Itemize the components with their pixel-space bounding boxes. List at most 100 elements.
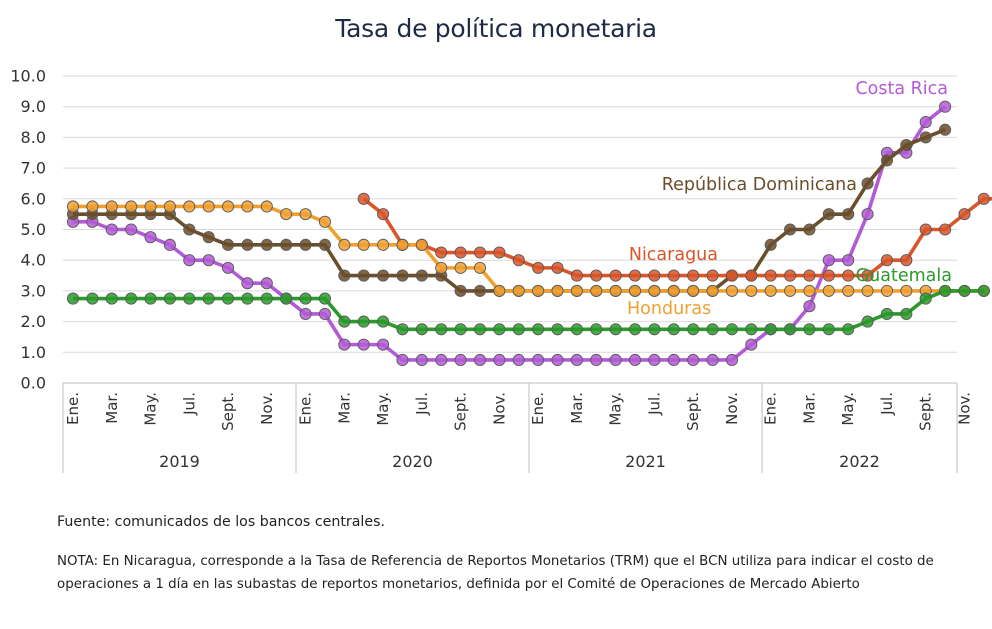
y-tick-label: 6.0: [21, 189, 46, 208]
data-point: [221, 261, 235, 274]
series-label-nicaragua: Nicaragua: [629, 245, 718, 265]
data-point: [377, 208, 390, 221]
data-point: [221, 238, 235, 251]
data-point: [880, 284, 894, 297]
line-chart: 0.0 1.0 2.0 3.0 4.0 5.0 6.0 7.0 8.0 9.0 10.0 Ene. M…: [10, 67, 992, 473]
data-point: [648, 353, 661, 367]
data-point: [280, 208, 293, 221]
data-point: [202, 254, 215, 267]
data-point: [144, 200, 157, 213]
x-tick-label: Mar.: [800, 392, 818, 424]
data-point: [628, 269, 642, 282]
x-tick-label: Ene.: [529, 392, 547, 425]
y-axis: 0.0 1.0 2.0 3.0 4.0 5.0 6.0 7.0 8.0 9.0 10.0: [10, 67, 46, 393]
data-point: [260, 200, 273, 213]
series-honduras: [66, 200, 990, 297]
data-point: [958, 208, 971, 221]
data-point: [318, 215, 331, 228]
data-point: [842, 284, 855, 297]
data-point: [900, 307, 913, 320]
data-point: [241, 277, 254, 290]
data-point: [745, 269, 758, 282]
data-point: [473, 284, 487, 297]
data-point: [532, 353, 545, 367]
data-point: [415, 269, 428, 282]
data-point: [803, 284, 816, 297]
data-point: [764, 284, 777, 297]
data-point: [357, 315, 370, 328]
data-point: [163, 292, 176, 305]
data-point: [822, 208, 835, 221]
x-tick-label: Ene.: [762, 392, 780, 425]
data-point: [687, 284, 700, 297]
data-point: [667, 323, 680, 336]
x-tick-label: May.: [142, 392, 160, 426]
data-point: [435, 261, 448, 274]
data-point: [454, 323, 467, 336]
data-point: [706, 323, 719, 336]
data-point: [202, 292, 215, 305]
data-point: [435, 246, 448, 259]
data-point: [919, 131, 932, 144]
data-point: [435, 323, 448, 336]
data-point: [202, 231, 215, 244]
y-tick-label: 1.0: [21, 343, 46, 362]
x-tick-label: Sept.: [917, 392, 935, 431]
data-point: [977, 192, 990, 205]
data-point: [900, 254, 913, 267]
data-point: [299, 292, 312, 305]
data-point: [609, 353, 622, 367]
data-point: [125, 292, 138, 305]
year-label: 2020: [392, 452, 433, 471]
data-point: [473, 246, 487, 259]
x-tick-label: May.: [839, 392, 857, 426]
data-point: [125, 200, 138, 213]
data-point: [687, 323, 700, 336]
data-point: [725, 269, 738, 282]
data-point: [861, 208, 874, 221]
year-label: 2022: [839, 452, 880, 471]
methodology-note: NOTA: En Nicaragua, corresponde a la Tas…: [57, 554, 934, 592]
data-point: [648, 269, 661, 282]
data-point: [144, 231, 157, 244]
data-point: [784, 223, 797, 236]
x-tick-label: Jul.: [878, 392, 896, 416]
x-tick-label: Jul.: [180, 392, 198, 416]
data-point: [628, 284, 642, 297]
data-point: [357, 238, 370, 251]
data-point: [66, 200, 80, 213]
data-point: [667, 284, 680, 297]
data-point: [784, 323, 797, 336]
data-point: [396, 323, 409, 336]
data-point: [861, 284, 874, 297]
data-point: [183, 292, 196, 305]
data-point: [803, 300, 816, 313]
data-point: [454, 353, 467, 367]
data-point: [861, 177, 874, 190]
data-point: [628, 353, 642, 367]
data-point: [784, 269, 797, 282]
x-tick-label: Nov.: [490, 392, 508, 425]
data-point: [338, 338, 351, 351]
data-point: [183, 223, 196, 236]
data-point: [919, 223, 932, 236]
data-point: [338, 269, 351, 282]
series-label-costa-rica: Costa Rica: [855, 79, 948, 99]
series-republica-dominicana: [66, 123, 952, 297]
data-point: [454, 246, 467, 259]
data-point: [454, 284, 467, 297]
x-tick-label: Nov.: [955, 392, 973, 425]
data-point: [105, 223, 118, 236]
data-point: [66, 292, 80, 305]
data-point: [570, 323, 583, 336]
data-point: [163, 238, 176, 251]
x-axis: Ene. Mar. May. Jul. Sept. Nov. Ene. Mar. May. Jul…: [62, 382, 973, 473]
series-group: [66, 100, 992, 367]
data-point: [377, 315, 390, 328]
data-point: [609, 269, 622, 282]
data-point: [377, 269, 390, 282]
data-point: [532, 323, 545, 336]
series-label-republica-dominicana: República Dominicana: [662, 175, 857, 195]
source-note: Fuente: comunicados de los bancos centra…: [57, 514, 386, 530]
data-point: [919, 292, 932, 305]
